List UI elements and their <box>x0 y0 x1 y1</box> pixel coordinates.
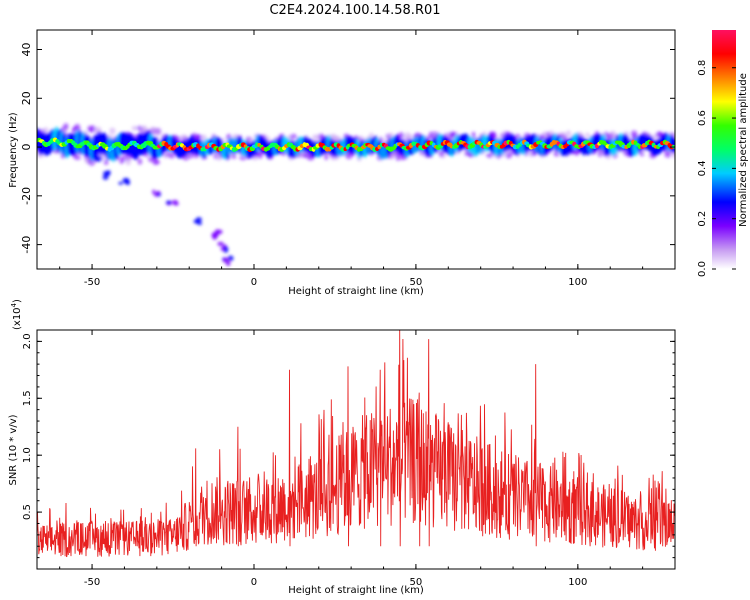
x-tick-label: 100 <box>568 577 587 588</box>
spectrogram-x-axis-label: Height of straight line (km) <box>288 286 424 297</box>
heatmap-cell <box>197 221 203 226</box>
x-tick-label: -50 <box>84 277 100 288</box>
heatmap-cell <box>397 132 405 140</box>
heatmap-cell <box>193 219 199 224</box>
snr-frame <box>36 329 676 570</box>
heatmap-cell <box>137 158 143 165</box>
heatmap-cell <box>43 127 49 134</box>
spectrogram-y-axis-label: Frequency (Hz) <box>8 112 19 188</box>
heatmap-cell <box>324 154 329 161</box>
heatmap-cell <box>109 127 116 135</box>
colorbar-ticks: 0.0 0.2 0.4 0.6 0.8 <box>697 60 736 277</box>
y-tick-label: 1.5 <box>22 390 33 406</box>
y-tick-label: 40 <box>20 43 33 57</box>
x-tick-label: 0 <box>251 277 257 288</box>
colorbar-tick-label: 0.0 <box>697 261 708 277</box>
heatmap-cell <box>438 149 445 157</box>
y-tick-label: 1.0 <box>22 447 33 463</box>
snr-x-ticks: -50 0 50 100 <box>59 330 676 588</box>
heatmap-cell <box>124 178 130 185</box>
heatmap-cell <box>223 246 229 253</box>
heatmap-cell <box>118 181 123 185</box>
x-tick-label: 0 <box>251 577 257 588</box>
spectrogram-x-ticks: -50 0 50 100 <box>59 30 676 288</box>
x-tick-label: 50 <box>410 577 423 588</box>
spectrogram-y-ticks: 40 20 0 -20 -40 <box>20 43 675 254</box>
y-tick-label: -20 <box>20 187 33 205</box>
heatmap-cell <box>131 125 137 131</box>
heatmap-cell <box>107 170 111 175</box>
heatmap-cell <box>471 131 476 139</box>
heatmap-cell <box>141 125 148 132</box>
y-tick-label: 0 <box>20 144 33 151</box>
heatmap-cell <box>74 155 81 161</box>
spectrogram-panel: -50 0 50 100 40 20 0 -20 -40 Height of straight… <box>8 29 676 297</box>
heatmap-cell <box>152 189 156 195</box>
heatmap-cell <box>171 199 179 205</box>
heatmap-cell <box>63 123 69 130</box>
heatmap-cell <box>290 133 297 140</box>
heatmap-cell <box>486 152 494 158</box>
colorbar-tick-label: 0.8 <box>697 60 708 76</box>
heatmap-cell <box>227 255 234 261</box>
spectrogram-marks <box>37 123 675 267</box>
heatmap-cell <box>565 130 572 138</box>
y-tick-label: -40 <box>20 236 33 254</box>
snr-y-axis-label: SNR (10 * v/v) <box>8 414 19 485</box>
heatmap-cell <box>102 174 109 180</box>
colorbar-label: Normalized spectral amplitude <box>738 73 749 227</box>
spectrogram-frame <box>36 29 676 270</box>
snr-marks <box>37 330 675 558</box>
colorbar-tick-label: 0.2 <box>697 211 708 227</box>
y-tick-label: 20 <box>20 91 33 105</box>
heatmap-cell <box>87 158 96 166</box>
heatmap-cell <box>89 125 97 133</box>
heatmap-cell <box>166 200 172 205</box>
heatmap-cell <box>187 154 194 159</box>
heatmap-cell <box>408 134 414 140</box>
heatmap-cell <box>91 155 99 161</box>
heatmap-cell <box>201 134 207 142</box>
heatmap-cell <box>214 229 220 236</box>
colorbar-tick-label: 0.6 <box>697 110 708 126</box>
y-tick-label: 2.0 <box>22 333 33 349</box>
x-tick-label: 50 <box>410 277 423 288</box>
heatmap-cell <box>220 247 224 251</box>
heatmap-cell <box>154 160 161 165</box>
heatmap-cell <box>395 154 401 161</box>
heatmap-cell <box>639 152 645 157</box>
heatmap-cell <box>143 152 151 157</box>
snr-scale-label: (x104) <box>10 299 23 330</box>
y-tick-label: 0.5 <box>22 504 33 520</box>
heatmap-cell <box>156 190 161 194</box>
heatmap-cell <box>231 154 237 160</box>
colorbar-tick-label: 0.4 <box>697 160 708 176</box>
heatmap-cell <box>217 241 224 246</box>
colorbar-gradient <box>712 30 736 269</box>
heatmap-cell <box>119 155 127 162</box>
x-tick-label: -50 <box>84 577 100 588</box>
heatmap-cell <box>553 149 560 157</box>
x-tick-label: 100 <box>568 277 587 288</box>
heatmap-cell <box>246 137 254 143</box>
snr-panel: -50 0 50 100 0.5 1.0 1.5 2.0 Height of straigh… <box>8 299 676 596</box>
heatmap-cell <box>222 257 229 263</box>
heatmap-cell <box>585 132 590 138</box>
colorbar: 0.0 0.2 0.4 0.6 0.8 Normalized spectral ampl… <box>697 30 749 277</box>
heatmap-cell <box>168 152 175 159</box>
chart-title: C2E4.2024.100.14.58.R01 <box>269 3 440 18</box>
snr-x-axis-label: Height of straight line (km) <box>288 585 424 596</box>
heatmap-cell <box>154 128 161 136</box>
heatmap-cell <box>103 159 109 166</box>
snr-y-ticks: 0.5 1.0 1.5 2.0 <box>22 333 675 559</box>
snr-series-line <box>37 330 675 558</box>
